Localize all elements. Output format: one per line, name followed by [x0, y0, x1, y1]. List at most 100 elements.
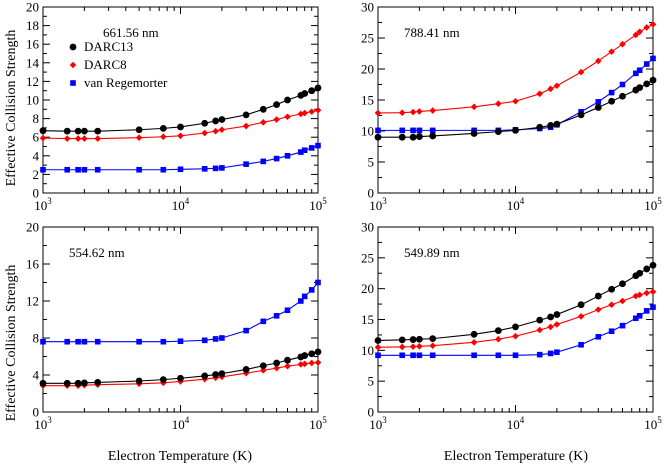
data-point [212, 336, 219, 342]
data-point [242, 111, 250, 119]
data-point [429, 335, 437, 343]
series-darc13 [374, 76, 657, 141]
y-tick-label: 2 [33, 167, 40, 182]
data-point [242, 122, 250, 130]
data-point [74, 127, 82, 135]
data-point [301, 360, 308, 368]
data-point [284, 153, 291, 159]
data-point [643, 289, 651, 297]
data-point [536, 316, 544, 324]
data-point [608, 97, 616, 105]
y-tick-label: 25 [361, 31, 374, 46]
data-point [301, 293, 308, 300]
data-point [273, 116, 280, 123]
data-point [136, 166, 142, 173]
data-point [201, 372, 209, 380]
data-point [301, 109, 308, 117]
y-tick-label: 15 [361, 93, 374, 108]
data-point [643, 308, 650, 314]
data-point [547, 350, 554, 357]
data-point [212, 127, 219, 135]
data-point [398, 133, 406, 141]
data-point [314, 106, 322, 114]
data-point [429, 352, 436, 359]
data-point [619, 322, 626, 329]
data-point [94, 127, 102, 135]
data-point [40, 166, 46, 173]
data-point [416, 352, 423, 359]
data-point [75, 338, 81, 345]
y-tick-label: 4 [33, 368, 40, 383]
data-point [159, 124, 167, 132]
data-point [308, 145, 315, 151]
data-point [595, 99, 602, 105]
series-van-regemorter [375, 304, 656, 359]
data-point [136, 338, 142, 345]
data-point [470, 130, 478, 137]
data-point [94, 379, 102, 386]
y-tick-label: 4 [33, 148, 40, 163]
data-point [649, 21, 657, 28]
data-point [242, 369, 250, 377]
data-point [512, 332, 519, 340]
data-point [259, 367, 267, 374]
data-point [636, 84, 644, 91]
data-point [649, 261, 657, 269]
data-point [314, 359, 322, 366]
data-point [636, 269, 644, 277]
data-point [619, 297, 626, 305]
data-point [398, 109, 406, 117]
data-point [301, 352, 309, 359]
data-point [64, 338, 71, 345]
data-point [40, 338, 46, 345]
y-tick-label: 20 [26, 220, 39, 235]
data-point [619, 40, 626, 48]
data-point [399, 127, 406, 134]
data-point [298, 149, 304, 155]
data-point [512, 126, 519, 134]
data-point [608, 89, 615, 96]
y-tick-label: 16 [26, 257, 40, 272]
y-tick-label: 10 [361, 343, 374, 358]
data-point [177, 166, 184, 173]
data-point [429, 127, 436, 134]
data-point [495, 100, 502, 108]
y-tick-label: 10 [26, 93, 39, 108]
data-point [284, 113, 291, 121]
data-point [284, 96, 291, 104]
legend-label: DARC13 [84, 39, 133, 54]
data-point [633, 315, 639, 322]
data-point [608, 301, 615, 308]
data-point [308, 350, 316, 358]
data-point [39, 127, 47, 135]
data-point [415, 133, 423, 140]
series-darc8 [374, 21, 657, 117]
data-point [636, 291, 643, 299]
data-point [135, 126, 143, 134]
data-point [429, 342, 437, 350]
data-point [470, 330, 478, 338]
data-point [594, 104, 602, 111]
data-point [577, 301, 585, 309]
data-point [39, 134, 47, 142]
y-tick-label: 18 [26, 18, 39, 33]
data-point [260, 158, 267, 165]
data-point [315, 142, 321, 149]
legend-marker [69, 61, 77, 69]
panel-annotation: 661.56 nm [103, 25, 159, 40]
data-point [273, 155, 280, 162]
data-point [619, 81, 626, 88]
data-point [308, 87, 316, 95]
data-point [177, 132, 184, 140]
data-point [212, 371, 219, 378]
data-point [63, 379, 71, 387]
data-point [636, 67, 643, 74]
y-tick-label: 0 [33, 186, 40, 201]
x-tick-label: 105 [309, 415, 327, 432]
data-point [399, 352, 406, 359]
x-tick-label: 104 [507, 415, 525, 432]
data-point [536, 123, 544, 131]
data-point [415, 335, 423, 343]
data-point [398, 336, 406, 344]
